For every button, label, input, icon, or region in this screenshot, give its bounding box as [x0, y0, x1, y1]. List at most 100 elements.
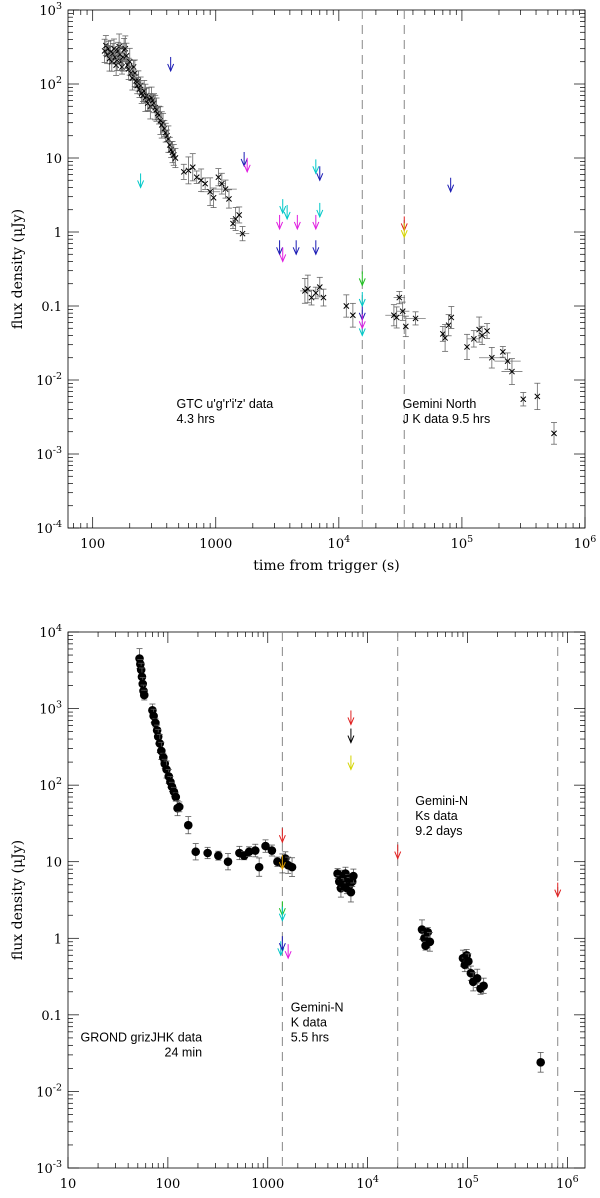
upper-limit-arrow	[137, 173, 145, 189]
data-point	[300, 278, 310, 304]
x-tick-label: 106	[556, 1174, 579, 1192]
upper-limit-arrow	[276, 214, 284, 231]
annotation: Gemini North J K data 9.5 hrs	[403, 397, 491, 426]
series-arrow	[400, 223, 408, 239]
y-tick-label: 10-2	[36, 371, 62, 389]
upper-limit-arrow	[276, 240, 284, 256]
data-point	[464, 333, 471, 360]
y-tick-label: 103	[39, 700, 62, 718]
upper-limit-arrow	[277, 941, 285, 957]
series-cross	[101, 33, 179, 169]
data-point	[136, 80, 143, 98]
y-tick-label: 10	[45, 856, 62, 871]
data-point	[393, 306, 400, 329]
series-arrow	[284, 944, 292, 960]
upper-limit-arrow	[447, 177, 455, 194]
data-point	[448, 306, 455, 329]
data-point	[183, 816, 193, 835]
x-tick-label: 1000	[199, 537, 232, 552]
data-point	[395, 301, 410, 321]
series-arrow	[277, 906, 286, 957]
x-tick-label: 100	[155, 1177, 180, 1192]
data-point	[151, 93, 158, 114]
data-point	[202, 177, 209, 190]
y-tick-label: 10-2	[36, 1082, 62, 1100]
annotation: GROND grizJHK data 24 min	[81, 1030, 203, 1059]
data-point	[198, 168, 205, 192]
x-tick-label: 105	[456, 1174, 479, 1192]
data-point	[499, 346, 506, 358]
series-arrow	[278, 710, 562, 898]
axis-ticks	[68, 9, 586, 529]
y-axis-label: flux density (μJy)	[10, 209, 26, 329]
upper-limit-arrow	[347, 710, 355, 726]
data-point	[215, 168, 222, 187]
data-point	[203, 846, 212, 860]
data-point	[476, 316, 483, 343]
upper-limit-arrow	[312, 159, 320, 175]
axis-ticks	[67, 631, 585, 1169]
data-point	[287, 857, 297, 877]
plot-frame	[67, 631, 586, 1169]
data-point	[151, 718, 160, 728]
upper-limit-arrow	[394, 844, 402, 860]
upper-limit-arrow	[400, 223, 408, 239]
series-arrow	[243, 157, 366, 330]
upper-limit-arrow	[279, 247, 287, 263]
upper-limit-arrow	[278, 828, 286, 844]
data-point	[479, 977, 488, 994]
series-arrow	[358, 271, 366, 287]
bottom-light-curve-panel: 10 100 1000 104 105 106 10-3 10-2 0.1 1 10 102 103 10…	[10, 623, 586, 1192]
data-point	[393, 291, 406, 305]
y-tick-label: 10-3	[36, 1159, 62, 1177]
upper-limit-arrow	[358, 271, 366, 287]
data-point	[349, 868, 358, 884]
series-arrow	[167, 56, 455, 322]
upper-limit-arrow	[316, 202, 324, 219]
data-point	[254, 857, 264, 877]
y-tick-label: 102	[39, 75, 62, 93]
data-point	[250, 843, 260, 858]
y-tick-label: 0.1	[41, 1009, 62, 1024]
annotation: Gemini-N K data 5.5 hrs	[291, 1001, 344, 1045]
upper-limit-arrow	[278, 855, 286, 871]
data-point	[484, 323, 491, 339]
x-axis-label: time from trigger (s)	[253, 558, 399, 574]
y-tick-label: 10-4	[36, 519, 62, 537]
upper-limit-arrow	[167, 56, 175, 73]
upper-limit-arrow	[316, 166, 324, 182]
upper-limit-arrow	[243, 157, 251, 174]
data-point	[232, 207, 239, 231]
data-point	[425, 931, 435, 952]
upper-limit-arrow	[278, 906, 286, 922]
data-point	[405, 311, 426, 326]
data-point	[308, 289, 315, 306]
data-point	[304, 274, 311, 304]
data-point	[267, 844, 277, 857]
x-tick-label: 106	[574, 534, 597, 552]
top-light-curve-panel: 100 1000 104 105 106 10-4 10-3 10-2 0.1 1 10 102 103…	[10, 1, 596, 574]
data-point	[442, 324, 449, 352]
data-point	[445, 314, 452, 337]
data-point	[180, 163, 187, 180]
upper-limit-arrow	[292, 240, 300, 256]
upper-limit-arrow	[358, 292, 366, 308]
series-arrow	[347, 728, 355, 744]
upper-limit-arrow	[284, 944, 292, 960]
series-arrow	[278, 855, 286, 871]
data-point	[217, 172, 226, 195]
upper-limit-arrow	[347, 755, 355, 771]
y-tick-label: 1	[54, 932, 62, 947]
data-point	[536, 1052, 545, 1073]
data-point	[174, 801, 184, 813]
data-point	[468, 972, 478, 992]
data-point	[229, 218, 236, 230]
data-point	[189, 153, 196, 182]
data-point	[101, 38, 108, 63]
y-tick-label: 10	[45, 152, 62, 167]
plot-frame	[67, 9, 586, 529]
y-tick-label: 104	[39, 623, 62, 641]
series-arrow	[347, 755, 355, 771]
x-tick-label: 10	[60, 1177, 77, 1192]
data-point	[193, 170, 200, 184]
